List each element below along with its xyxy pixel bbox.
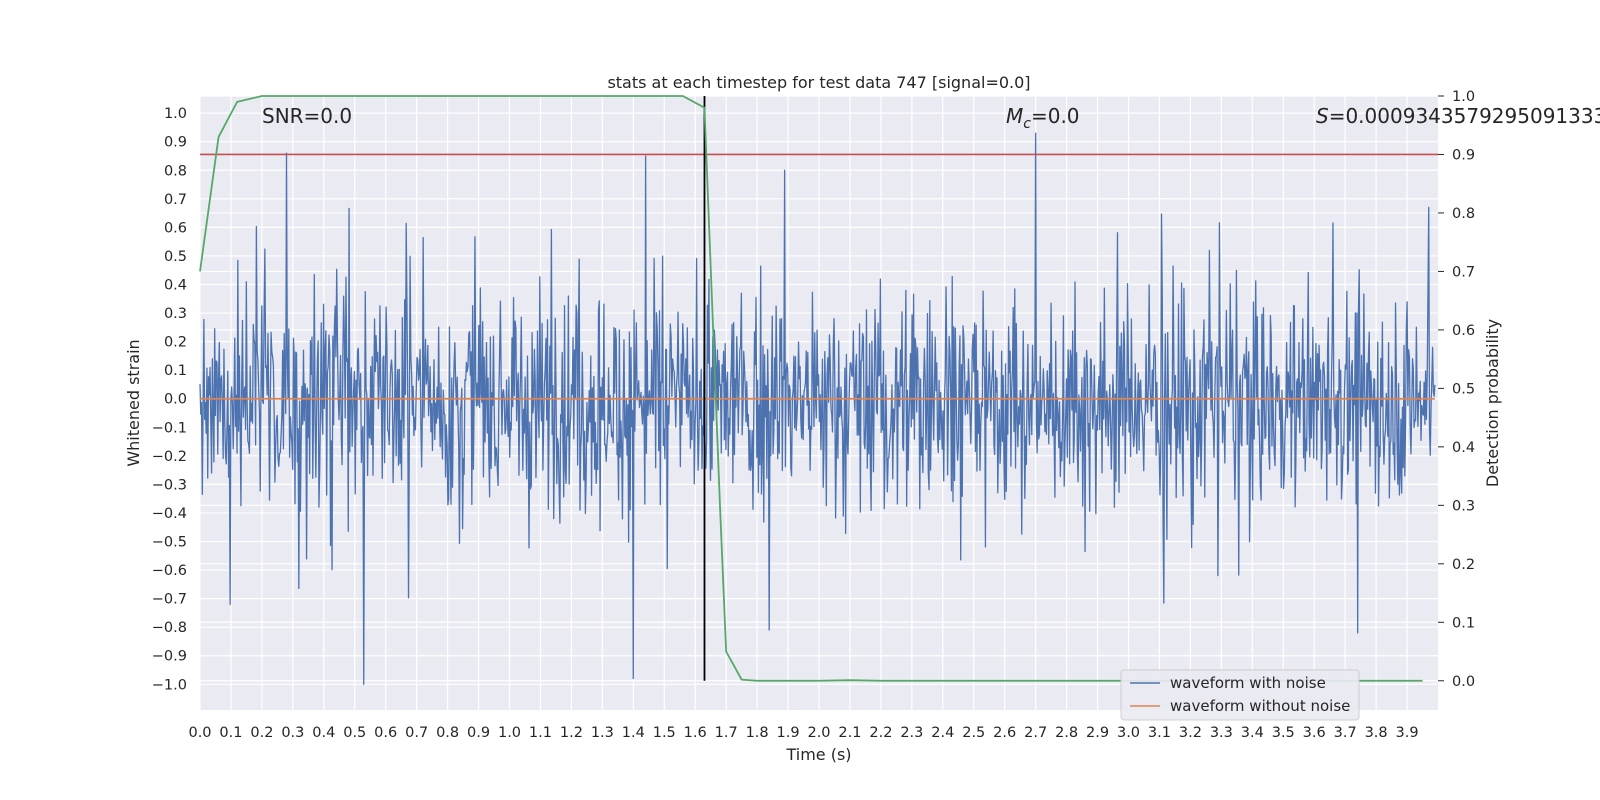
x-tick-label: 0.8 xyxy=(436,725,459,741)
y2-axis-label: Detection probability xyxy=(1483,319,1502,487)
x-tick-label: 2.4 xyxy=(931,725,954,741)
y-tick-label: −0.6 xyxy=(152,563,187,579)
significance-annotation: S=0.0009343579295091333 xyxy=(1316,104,1600,128)
y2-tick-label: 1.0 xyxy=(1452,89,1475,105)
y2-tick-label: 0.4 xyxy=(1452,440,1475,456)
noise-waveform-line xyxy=(199,132,1436,685)
y-tick-label: 0.8 xyxy=(164,163,187,179)
x-tick-label: 1.4 xyxy=(622,725,645,741)
y2-axis-ticks: 1.0 0.9 0.8 0.7 0.6 0.5 0.4 0.3 0.2 0.1 0.0 xyxy=(1438,89,1475,690)
y2-tick-label: 0.7 xyxy=(1452,264,1475,280)
x-tick-label: 2.7 xyxy=(1024,725,1047,741)
y-tick-label: −0.8 xyxy=(152,620,187,636)
x-tick-label: 2.2 xyxy=(869,725,892,741)
legend-noise-label: waveform with noise xyxy=(1170,674,1326,692)
y2-tick-label: 0.1 xyxy=(1452,615,1475,631)
x-tick-label: 3.3 xyxy=(1210,725,1233,741)
y-tick-label: −0.7 xyxy=(152,592,187,608)
x-axis-ticks: 0.0 0.1 0.2 0.3 0.4 0.5 0.6 0.7 0.8 0.9 1.0 1.1 1.2 1… xyxy=(188,725,1418,741)
x-tick-label: 2.8 xyxy=(1055,725,1078,741)
y2-tick-label: 0.3 xyxy=(1452,498,1475,514)
y-tick-label: −0.5 xyxy=(152,535,187,551)
y-tick-label: 0.5 xyxy=(164,249,187,265)
y-tick-label: −0.4 xyxy=(152,506,187,522)
y-tick-label: −0.2 xyxy=(152,449,187,465)
x-tick-label: 0.0 xyxy=(188,725,211,741)
y-tick-label: 0.2 xyxy=(164,335,187,351)
y-tick-label: 0.4 xyxy=(164,277,187,293)
y-tick-label: −0.1 xyxy=(152,420,187,436)
y2-tick-label: 0.9 xyxy=(1452,147,1475,163)
y-tick-label: −1.0 xyxy=(152,677,187,693)
y2-tick-label: 0.5 xyxy=(1452,381,1475,397)
x-tick-label: 0.3 xyxy=(281,725,304,741)
waveform-with-noise-series xyxy=(199,132,1436,685)
chirp-mass-annotation: Mc=0.0 xyxy=(1006,104,1080,132)
significance-symbol: S xyxy=(1316,104,1329,128)
y2-tick-label: 0.0 xyxy=(1452,674,1475,690)
y-tick-label: −0.3 xyxy=(152,477,187,493)
x-tick-label: 1.9 xyxy=(777,725,800,741)
detection-probability-line xyxy=(199,95,1423,682)
x-tick-label: 3.0 xyxy=(1117,725,1140,741)
x-tick-label: 3.2 xyxy=(1179,725,1202,741)
x-tick-label: 2.5 xyxy=(962,725,985,741)
y-tick-label: 0.9 xyxy=(164,135,187,151)
chirp-mass-value: =0.0 xyxy=(1031,104,1080,128)
x-tick-label: 0.1 xyxy=(219,725,242,741)
x-tick-label: 2.3 xyxy=(900,725,923,741)
y-tick-label: 1.0 xyxy=(164,106,187,122)
x-tick-label: 0.6 xyxy=(374,725,397,741)
x-tick-label: 0.7 xyxy=(405,725,428,741)
y-tick-label: −0.9 xyxy=(152,649,187,665)
snr-annotation: SNR=0.0 xyxy=(262,104,352,128)
x-tick-label: 1.8 xyxy=(746,725,769,741)
y-tick-label: 0.7 xyxy=(164,192,187,208)
x-tick-label: 2.6 xyxy=(993,725,1016,741)
y2-tick-label: 0.2 xyxy=(1452,557,1475,573)
x-tick-label: 3.7 xyxy=(1334,725,1357,741)
x-tick-label: 2.9 xyxy=(1086,725,1109,741)
x-axis-label: Time (s) xyxy=(785,745,851,764)
x-tick-label: 3.6 xyxy=(1303,725,1326,741)
x-tick-label: 1.7 xyxy=(715,725,738,741)
x-tick-label: 1.5 xyxy=(653,725,676,741)
x-tick-label: 3.4 xyxy=(1241,725,1264,741)
y-tick-label: 0.6 xyxy=(164,220,187,236)
y2-tick-label: 0.8 xyxy=(1452,206,1475,222)
x-tick-label: 1.2 xyxy=(560,725,583,741)
chart-title: stats at each timestep for test data 747… xyxy=(607,73,1030,92)
x-tick-label: 2.0 xyxy=(807,725,830,741)
x-tick-label: 0.5 xyxy=(343,725,366,741)
x-tick-label: 1.3 xyxy=(591,725,614,741)
x-tick-label: 1.0 xyxy=(498,725,521,741)
chirp-mass-subscript: c xyxy=(1023,116,1031,132)
legend-clean-label: waveform without noise xyxy=(1170,697,1350,715)
x-tick-label: 3.5 xyxy=(1272,725,1295,741)
y-tick-label: 0.3 xyxy=(164,306,187,322)
y-tick-label: 0.1 xyxy=(164,363,187,379)
detection-overlay xyxy=(199,95,1438,682)
legend-box xyxy=(1120,669,1360,721)
x-tick-label: 0.9 xyxy=(467,725,490,741)
significance-value: =0.0009343579295091333 xyxy=(1329,104,1600,128)
x-tick-label: 0.4 xyxy=(312,725,335,741)
x-tick-label: 1.1 xyxy=(529,725,552,741)
x-tick-label: 2.1 xyxy=(838,725,861,741)
x-tick-label: 1.6 xyxy=(684,725,707,741)
x-tick-label: 3.9 xyxy=(1396,725,1419,741)
y2-tick-label: 0.6 xyxy=(1452,323,1475,339)
chirp-mass-symbol: M xyxy=(1006,104,1023,128)
y-axis-ticks: 1.0 0.9 0.8 0.7 0.6 0.5 0.4 0.3 0.2 0.1 0.0 −0.1 −0.… xyxy=(152,106,187,693)
y-axis-label: Whitened strain xyxy=(124,339,143,466)
y-tick-label: 0.0 xyxy=(164,392,187,408)
x-tick-label: 3.8 xyxy=(1365,725,1388,741)
x-tick-label: 3.1 xyxy=(1148,725,1171,741)
legend: waveform with noise waveform without noi… xyxy=(1120,669,1360,721)
x-tick-label: 0.2 xyxy=(250,725,273,741)
